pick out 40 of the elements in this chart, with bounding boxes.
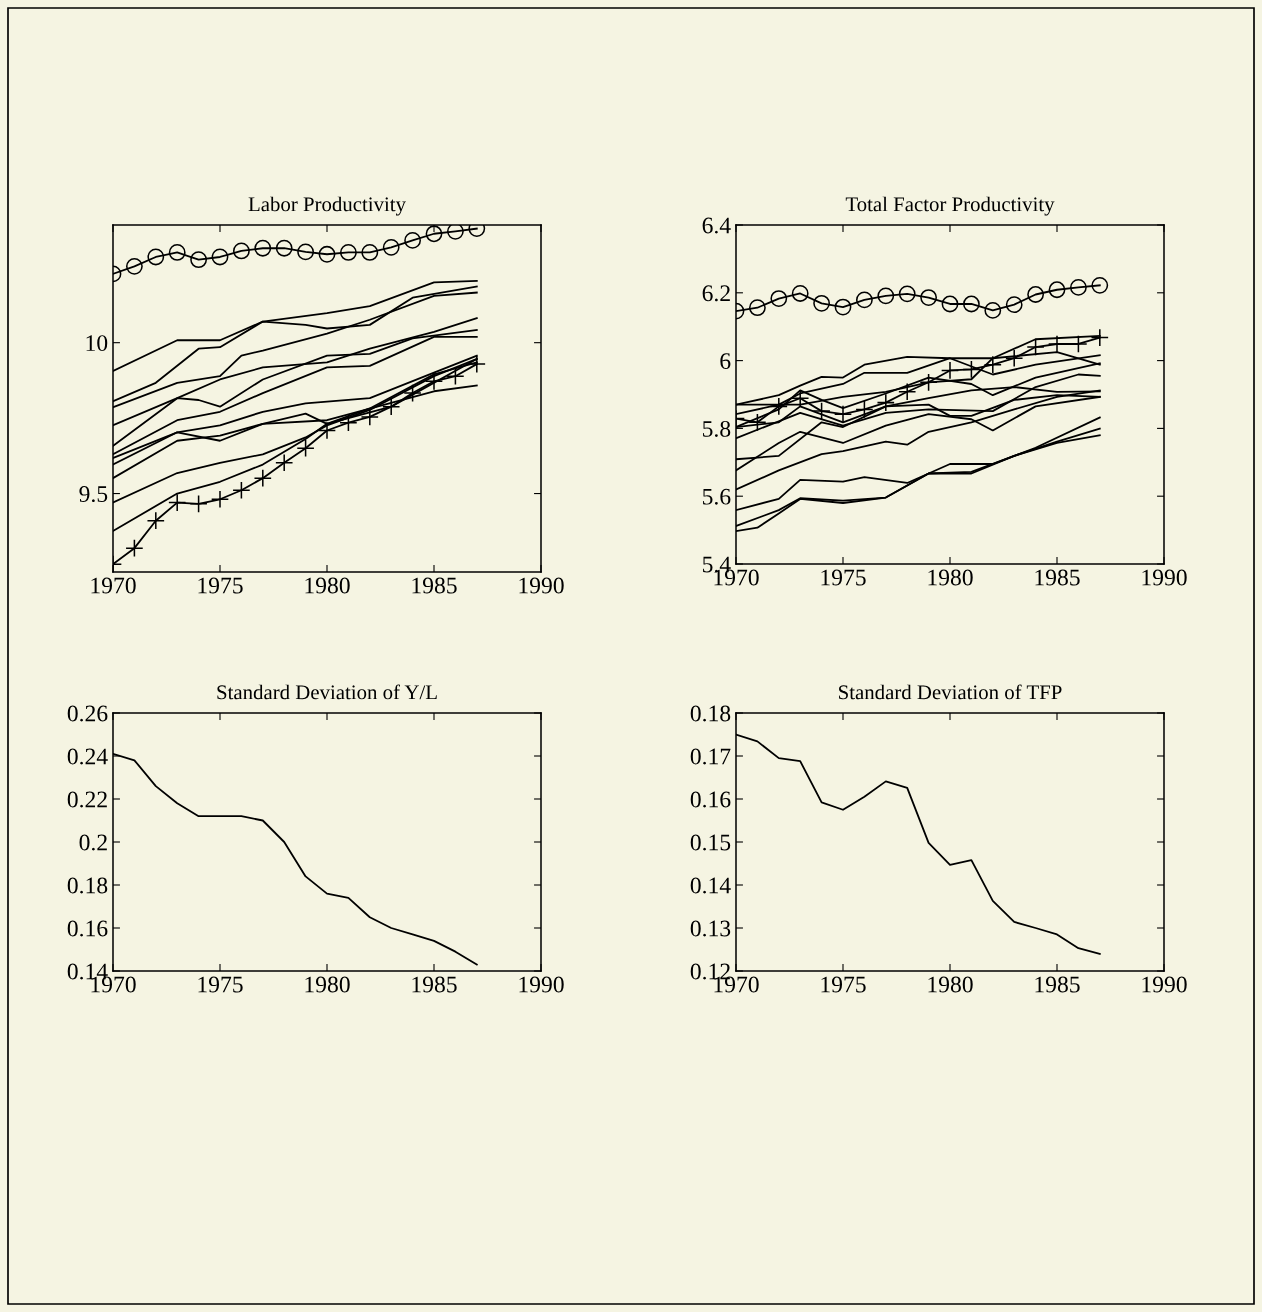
y-tick-label: 0.13	[690, 920, 731, 937]
y-tick-label: 0.2	[79, 834, 107, 851]
x-tick-label: 1975	[198, 976, 243, 993]
y-tick-label: 0.14	[690, 877, 731, 894]
x-tick-label: 1980	[305, 976, 350, 993]
y-tick-label: 0.26	[67, 705, 108, 722]
y-tick-label: 0.22	[67, 791, 107, 808]
x-tick-label: 1990	[519, 976, 564, 993]
y-tick-label: 0.18	[67, 877, 108, 894]
x-tick-label: 1990	[519, 577, 564, 594]
y-tick-label: 0.24	[67, 748, 108, 765]
y-tick-label: 9.5	[79, 486, 108, 503]
chart-title: Standard Deviation of TFP	[839, 684, 1062, 700]
x-tick-label: 1985	[412, 577, 457, 594]
x-tick-label: 1975	[821, 976, 866, 993]
chart-title: Total Factor Productivity	[845, 196, 1055, 216]
y-tick-label: 0.17	[690, 748, 731, 765]
x-tick-label: 1985	[412, 976, 457, 993]
x-tick-label: 1975	[198, 577, 243, 594]
x-tick-label: 1975	[821, 569, 866, 586]
y-tick-label: 6.4	[702, 217, 731, 234]
y-tick-label: 10	[86, 335, 108, 352]
chart-title: Labor Productivity	[248, 196, 406, 216]
y-tick-label: 0.16	[67, 920, 108, 937]
x-tick-label: 1985	[1035, 976, 1080, 993]
chart-title: Standard Deviation of Y/L	[217, 684, 437, 700]
x-tick-label: 1980	[928, 976, 973, 993]
x-tick-label: 1990	[1142, 569, 1187, 586]
x-tick-label: 1980	[928, 569, 973, 586]
x-tick-label: 1985	[1035, 569, 1080, 586]
y-tick-label: 5.6	[703, 488, 731, 505]
y-tick-label: 0.15	[690, 834, 731, 851]
x-tick-label: 1980	[305, 577, 350, 594]
y-tick-label: 6	[720, 353, 731, 370]
x-tick-label: 1970	[91, 577, 136, 594]
y-tick-label: 0.16	[690, 791, 731, 808]
x-tick-label: 1990	[1142, 976, 1187, 993]
y-tick-label: 6.2	[702, 285, 730, 302]
y-tick-label: 0.18	[690, 705, 731, 722]
y-tick-label: 5.8	[703, 420, 731, 437]
